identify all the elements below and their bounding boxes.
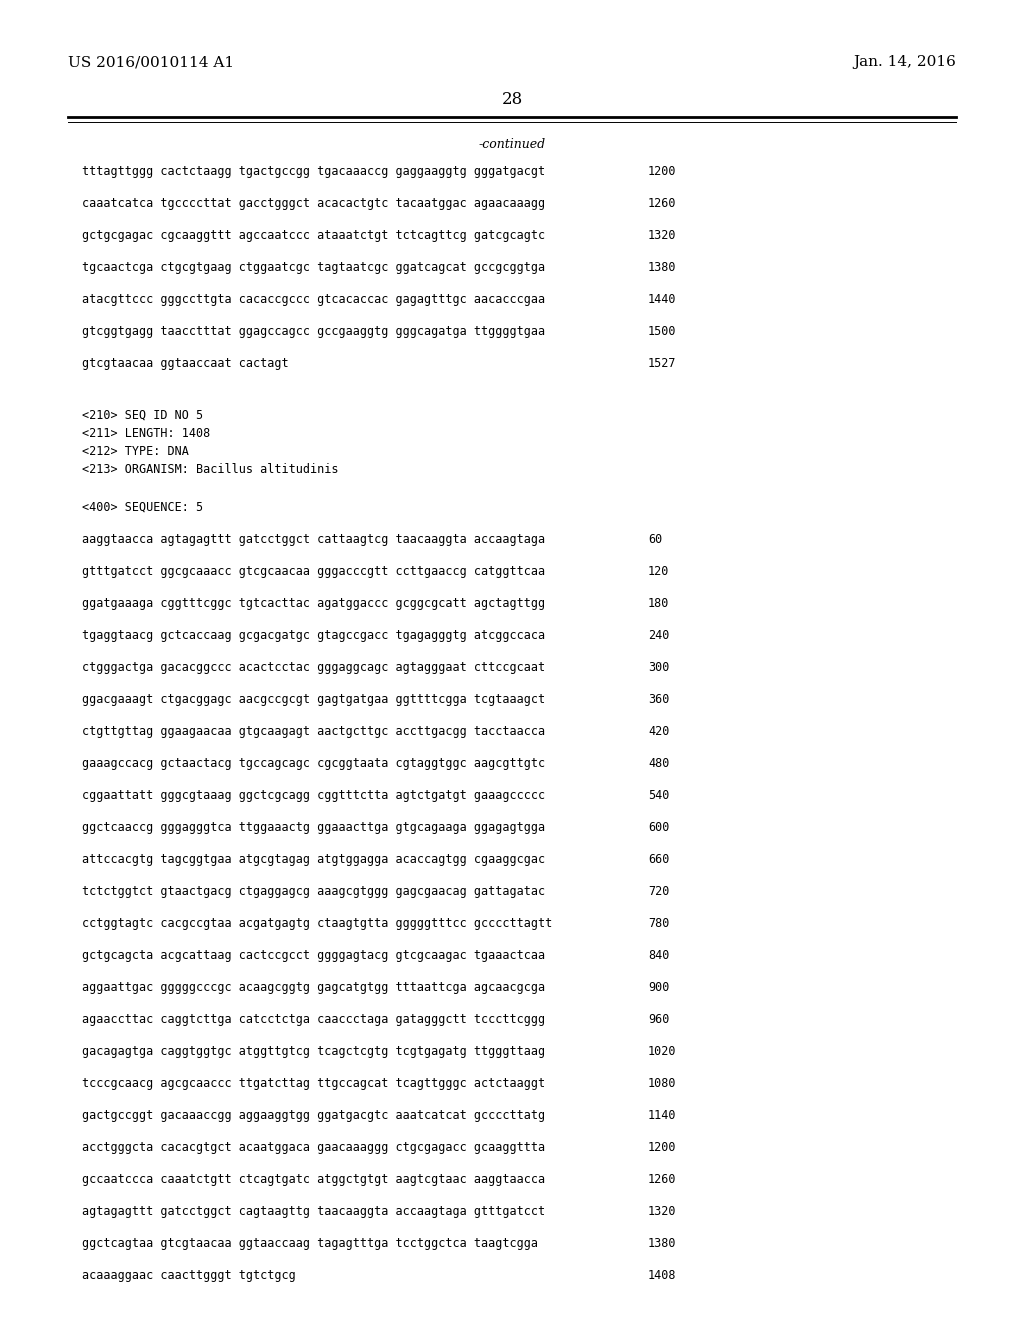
Text: gacagagtga caggtggtgc atggttgtcg tcagctcgtg tcgtgagatg ttgggttaag: gacagagtga caggtggtgc atggttgtcg tcagctc… xyxy=(82,1045,545,1059)
Text: gctgcagcta acgcattaag cactccgcct ggggagtacg gtcgcaagac tgaaactcaa: gctgcagcta acgcattaag cactccgcct ggggagt… xyxy=(82,949,545,962)
Text: 1500: 1500 xyxy=(648,325,677,338)
Text: cggaattatt gggcgtaaag ggctcgcagg cggtttctta agtctgatgt gaaagccccc: cggaattatt gggcgtaaag ggctcgcagg cggtttc… xyxy=(82,789,545,803)
Text: gaaagccacg gctaactacg tgccagcagc cgcggtaata cgtaggtggc aagcgttgtc: gaaagccacg gctaactacg tgccagcagc cgcggta… xyxy=(82,756,545,770)
Text: 180: 180 xyxy=(648,597,670,610)
Text: 1260: 1260 xyxy=(648,1173,677,1185)
Text: 1080: 1080 xyxy=(648,1077,677,1090)
Text: 1140: 1140 xyxy=(648,1109,677,1122)
Text: 960: 960 xyxy=(648,1012,670,1026)
Text: 780: 780 xyxy=(648,917,670,931)
Text: 900: 900 xyxy=(648,981,670,994)
Text: 480: 480 xyxy=(648,756,670,770)
Text: 540: 540 xyxy=(648,789,670,803)
Text: 300: 300 xyxy=(648,661,670,675)
Text: 1320: 1320 xyxy=(648,228,677,242)
Text: gtcgtaacaa ggtaaccaat cactagt: gtcgtaacaa ggtaaccaat cactagt xyxy=(82,356,289,370)
Text: tctctggtct gtaactgacg ctgaggagcg aaagcgtggg gagcgaacag gattagatac: tctctggtct gtaactgacg ctgaggagcg aaagcgt… xyxy=(82,884,545,898)
Text: agaaccttac caggtcttga catcctctga caaccctaga gatagggctt tcccttcggg: agaaccttac caggtcttga catcctctga caaccct… xyxy=(82,1012,545,1026)
Text: 1200: 1200 xyxy=(648,1140,677,1154)
Text: agtagagttt gatcctggct cagtaagttg taacaaggta accaagtaga gtttgatcct: agtagagttt gatcctggct cagtaagttg taacaag… xyxy=(82,1205,545,1218)
Text: 1380: 1380 xyxy=(648,261,677,275)
Text: 360: 360 xyxy=(648,693,670,706)
Text: cctggtagtc cacgccgtaa acgatgagtg ctaagtgtta gggggtttcc gccccttagtt: cctggtagtc cacgccgtaa acgatgagtg ctaagtg… xyxy=(82,917,552,931)
Text: -continued: -continued xyxy=(478,139,546,150)
Text: 240: 240 xyxy=(648,630,670,642)
Text: 1380: 1380 xyxy=(648,1237,677,1250)
Text: acctgggcta cacacgtgct acaatggaca gaacaaaggg ctgcgagacc gcaaggttta: acctgggcta cacacgtgct acaatggaca gaacaaa… xyxy=(82,1140,545,1154)
Text: gccaatccca caaatctgtt ctcagtgatc atggctgtgt aagtcgtaac aaggtaacca: gccaatccca caaatctgtt ctcagtgatc atggctg… xyxy=(82,1173,545,1185)
Text: 720: 720 xyxy=(648,884,670,898)
Text: 600: 600 xyxy=(648,821,670,834)
Text: 660: 660 xyxy=(648,853,670,866)
Text: 1527: 1527 xyxy=(648,356,677,370)
Text: tgaggtaacg gctcaccaag gcgacgatgc gtagccgacc tgagagggtg atcggccaca: tgaggtaacg gctcaccaag gcgacgatgc gtagccg… xyxy=(82,630,545,642)
Text: <212> TYPE: DNA: <212> TYPE: DNA xyxy=(82,445,188,458)
Text: US 2016/0010114 A1: US 2016/0010114 A1 xyxy=(68,55,234,69)
Text: aggaattgac gggggcccgc acaagcggtg gagcatgtgg tttaattcga agcaacgcga: aggaattgac gggggcccgc acaagcggtg gagcatg… xyxy=(82,981,545,994)
Text: tgcaactcga ctgcgtgaag ctggaatcgc tagtaatcgc ggatcagcat gccgcggtga: tgcaactcga ctgcgtgaag ctggaatcgc tagtaat… xyxy=(82,261,545,275)
Text: aaggtaacca agtagagttt gatcctggct cattaagtcg taacaaggta accaagtaga: aaggtaacca agtagagttt gatcctggct cattaag… xyxy=(82,533,545,546)
Text: atacgttccc gggccttgta cacaccgccc gtcacaccac gagagtttgc aacacccgaa: atacgttccc gggccttgta cacaccgccc gtcacac… xyxy=(82,293,545,306)
Text: tttagttggg cactctaagg tgactgccgg tgacaaaccg gaggaaggtg gggatgacgt: tttagttggg cactctaagg tgactgccgg tgacaaa… xyxy=(82,165,545,178)
Text: 1260: 1260 xyxy=(648,197,677,210)
Text: tcccgcaacg agcgcaaccc ttgatcttag ttgccagcat tcagttgggc actctaaggt: tcccgcaacg agcgcaaccc ttgatcttag ttgccag… xyxy=(82,1077,545,1090)
Text: gtcggtgagg taacctttat ggagccagcc gccgaaggtg gggcagatga ttggggtgaa: gtcggtgagg taacctttat ggagccagcc gccgaag… xyxy=(82,325,545,338)
Text: ggctcagtaa gtcgtaacaa ggtaaccaag tagagtttga tcctggctca taagtcgga: ggctcagtaa gtcgtaacaa ggtaaccaag tagagtt… xyxy=(82,1237,538,1250)
Text: ggctcaaccg gggagggtca ttggaaactg ggaaacttga gtgcagaaga ggagagtgga: ggctcaaccg gggagggtca ttggaaactg ggaaact… xyxy=(82,821,545,834)
Text: 60: 60 xyxy=(648,533,663,546)
Text: 1320: 1320 xyxy=(648,1205,677,1218)
Text: 1200: 1200 xyxy=(648,165,677,178)
Text: 28: 28 xyxy=(502,91,522,108)
Text: Jan. 14, 2016: Jan. 14, 2016 xyxy=(853,55,956,69)
Text: gactgccggt gacaaaccgg aggaaggtgg ggatgacgtc aaatcatcat gccccttatg: gactgccggt gacaaaccgg aggaaggtgg ggatgac… xyxy=(82,1109,545,1122)
Text: 420: 420 xyxy=(648,725,670,738)
Text: 120: 120 xyxy=(648,565,670,578)
Text: 840: 840 xyxy=(648,949,670,962)
Text: caaatcatca tgccccttat gacctgggct acacactgtc tacaatggac agaacaaagg: caaatcatca tgccccttat gacctgggct acacact… xyxy=(82,197,545,210)
Text: attccacgtg tagcggtgaa atgcgtagag atgtggagga acaccagtgg cgaaggcgac: attccacgtg tagcggtgaa atgcgtagag atgtgga… xyxy=(82,853,545,866)
Text: acaaaggaac caacttgggt tgtctgcg: acaaaggaac caacttgggt tgtctgcg xyxy=(82,1269,296,1282)
Text: <211> LENGTH: 1408: <211> LENGTH: 1408 xyxy=(82,426,210,440)
Text: ggatgaaaga cggtttcggc tgtcacttac agatggaccc gcggcgcatt agctagttgg: ggatgaaaga cggtttcggc tgtcacttac agatgga… xyxy=(82,597,545,610)
Text: gtttgatcct ggcgcaaacc gtcgcaacaa gggacccgtt ccttgaaccg catggttcaa: gtttgatcct ggcgcaaacc gtcgcaacaa gggaccc… xyxy=(82,565,545,578)
Text: gctgcgagac cgcaaggttt agccaatccc ataaatctgt tctcagttcg gatcgcagtc: gctgcgagac cgcaaggttt agccaatccc ataaatc… xyxy=(82,228,545,242)
Text: <400> SEQUENCE: 5: <400> SEQUENCE: 5 xyxy=(82,502,203,513)
Text: 1020: 1020 xyxy=(648,1045,677,1059)
Text: <213> ORGANISM: Bacillus altitudinis: <213> ORGANISM: Bacillus altitudinis xyxy=(82,463,339,477)
Text: ctgttgttag ggaagaacaa gtgcaagagt aactgcttgc accttgacgg tacctaacca: ctgttgttag ggaagaacaa gtgcaagagt aactgct… xyxy=(82,725,545,738)
Text: 1408: 1408 xyxy=(648,1269,677,1282)
Text: ctgggactga gacacggccc acactcctac gggaggcagc agtagggaat cttccgcaat: ctgggactga gacacggccc acactcctac gggaggc… xyxy=(82,661,545,675)
Text: ggacgaaagt ctgacggagc aacgccgcgt gagtgatgaa ggttttcgga tcgtaaagct: ggacgaaagt ctgacggagc aacgccgcgt gagtgat… xyxy=(82,693,545,706)
Text: 1440: 1440 xyxy=(648,293,677,306)
Text: <210> SEQ ID NO 5: <210> SEQ ID NO 5 xyxy=(82,409,203,422)
